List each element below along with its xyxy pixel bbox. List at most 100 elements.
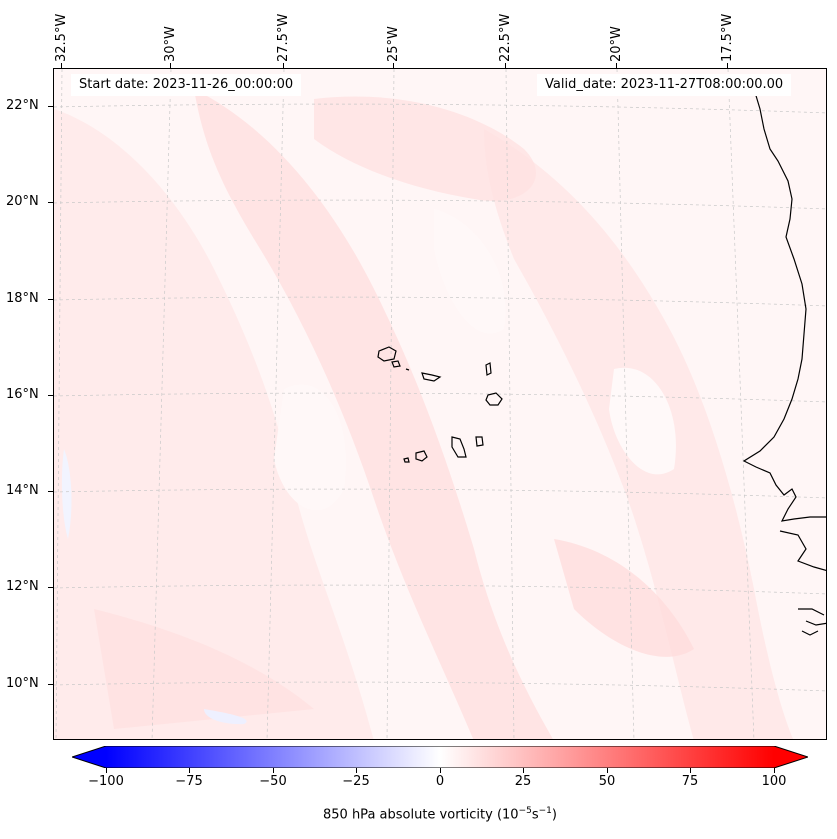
vorticity-negative-patch-west [61, 449, 72, 539]
vorticity-field [54, 89, 794, 739]
parallel-16n [54, 392, 826, 403]
colorbar-tick [774, 768, 775, 773]
colorbar-high-extension [774, 746, 808, 768]
africa-coast-islands [798, 608, 826, 636]
lat-label-22n: 22°N [6, 98, 39, 113]
parallel-10n [54, 681, 826, 692]
parallel-18n [54, 296, 826, 307]
meridian-22-5w [505, 69, 515, 739]
island-brava [403, 457, 410, 463]
vorticity-band-central [194, 89, 553, 739]
colorbar-title: 850 hPa absolute vorticity (10−5s−1) [0, 806, 837, 822]
lat-tick [48, 587, 53, 588]
island-santa-luzia [405, 368, 410, 371]
start-date-label: Start date: 2023-11-26_00:00:00 [71, 74, 302, 96]
island-santiago [451, 436, 467, 458]
vorticity-patch-south [94, 609, 314, 729]
vorticity-band-west [54, 109, 374, 739]
colorbar-label-minus-25: −25 [342, 774, 370, 789]
lat-label-20n: 20°N [6, 194, 39, 209]
vorticity-patch-north [314, 96, 536, 201]
graticule [54, 69, 826, 739]
vorticity-negative-patch [204, 709, 247, 725]
lon-tick [61, 63, 62, 68]
colorbar-label-100: 100 [761, 774, 787, 789]
colorbar-title-exp2: −1 [538, 806, 552, 816]
lon-label-17-5w: 17.5°W [720, 13, 735, 62]
vorticity-field-map [54, 69, 826, 739]
lon-tick [283, 63, 284, 68]
colorbar-tick [607, 768, 608, 773]
lon-label-20w: 20°W [609, 26, 624, 62]
colorbar-title-unit: s [531, 807, 539, 823]
parallel-14n [54, 488, 826, 499]
meridian-30w [151, 69, 172, 739]
meridian-20w [616, 69, 635, 739]
lon-tick [616, 63, 617, 68]
lat-tick [48, 395, 53, 396]
lat-label-12n: 12°N [6, 579, 39, 594]
colorbar-tick [273, 768, 274, 773]
lat-tick [48, 202, 53, 203]
lat-tick [48, 684, 53, 685]
colorbar-gradient [106, 746, 774, 768]
map-panel [53, 68, 827, 740]
colorbar-low-extension [72, 746, 106, 768]
lat-label-14n: 14°N [6, 483, 39, 498]
island-maio [475, 436, 484, 447]
colorbar-title-prefix: 850 hPa absolute vorticity (10 [323, 807, 519, 823]
colorbar-label-minus-50: −50 [259, 774, 287, 789]
colorbar-label-0: 0 [435, 774, 445, 789]
meridian-32-5w [55, 69, 63, 739]
vorticity-clear-1 [274, 384, 346, 511]
vorticity-clear-3 [609, 367, 676, 475]
africa-coastline [742, 88, 826, 522]
island-boa-vista [485, 392, 503, 406]
island-sao-nicolau [421, 372, 442, 382]
lon-tick [393, 63, 394, 68]
lat-label-10n: 10°N [6, 676, 39, 691]
meridian-25w [386, 69, 395, 739]
africa-coast-south [779, 530, 826, 572]
colorbar-tick [356, 768, 357, 773]
island-santo-antao [377, 346, 397, 362]
colorbar-label-50: 50 [598, 774, 616, 789]
colorbar-label-75: 75 [681, 774, 699, 789]
parallel-20n [54, 199, 826, 210]
colorbar-tick [440, 768, 441, 773]
lon-tick [727, 63, 728, 68]
lat-label-18n: 18°N [6, 291, 39, 306]
lon-tick [170, 63, 171, 68]
colorbar-tick [690, 768, 691, 773]
lat-tick [48, 299, 53, 300]
lon-label-32-5w: 32.5°W [54, 13, 69, 62]
lat-tick [48, 491, 53, 492]
lon-label-30w: 30°W [163, 26, 178, 62]
island-sao-vicente [391, 360, 401, 368]
valid-date-label: Valid_date: 2023-11-27T08:00:00.00 [537, 74, 792, 96]
colorbar-tick [523, 768, 524, 773]
vorticity-clear-2 [434, 209, 506, 334]
lon-label-27-5w: 27.5°W [276, 13, 291, 62]
parallel-22n [54, 103, 826, 114]
parallel-12n [54, 584, 826, 595]
island-fogo [415, 450, 428, 462]
lon-label-22-5w: 22.5°W [498, 13, 513, 62]
cape-verde-islands [377, 346, 503, 463]
island-sal [485, 362, 492, 376]
meridian-27-5w [266, 69, 285, 739]
colorbar-label-minus-75: −75 [175, 774, 203, 789]
colorbar-label-25: 25 [514, 774, 532, 789]
lat-tick [48, 106, 53, 107]
colorbar-label-minus-100: −100 [88, 774, 124, 789]
lon-label-25w: 25°W [386, 26, 401, 62]
colorbar-title-exp1: −5 [518, 806, 532, 816]
meridian-17-5w [727, 69, 755, 739]
colorbar-title-suffix: ) [551, 807, 557, 823]
coastline [742, 88, 826, 636]
colorbar-tick [189, 768, 190, 773]
vorticity-patch-low [554, 539, 694, 657]
lat-label-16n: 16°N [6, 387, 39, 402]
colorbar [72, 746, 808, 768]
colorbar-tick [106, 768, 107, 773]
